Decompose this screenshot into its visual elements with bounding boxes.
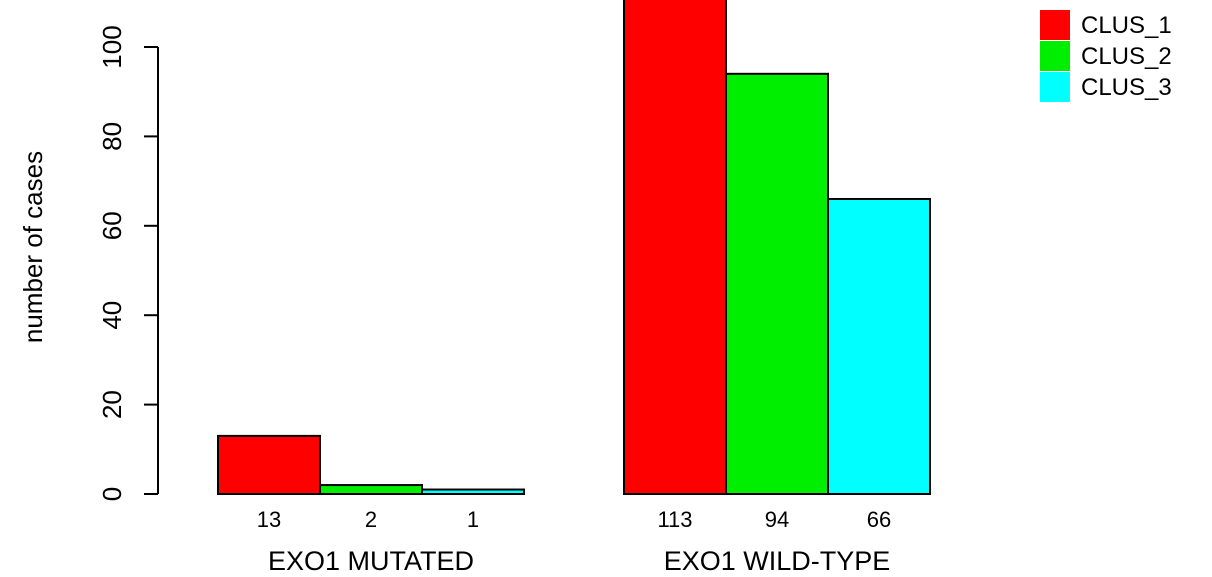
legend-label: CLUS_2: [1081, 43, 1172, 70]
bar-mutated-clus1: [217, 434, 321, 496]
bar-value-label: 1: [467, 507, 479, 532]
legend-swatch-clus2: [1040, 41, 1070, 71]
y-tick-label: 60: [97, 211, 127, 240]
y-tick-label: 40: [97, 301, 127, 330]
bar-wild-type-clus3: [827, 197, 931, 495]
bar-value-label: 113: [657, 507, 692, 532]
y-tick-label: 20: [97, 390, 127, 419]
legend-label: CLUS_1: [1081, 12, 1172, 39]
group-label: EXO1 MUTATED: [268, 546, 474, 576]
value-labels: 13 2 1 113 94 66: [257, 507, 891, 532]
bar-value-label: 94: [765, 507, 789, 532]
legend-swatch-clus1: [1040, 10, 1070, 40]
bars-layer: [217, 0, 931, 496]
legend: CLUS_1 CLUS_2 CLUS_3: [1040, 10, 1172, 102]
bar-wild-type-clus1: [623, 0, 727, 495]
legend-swatch-clus3: [1040, 72, 1070, 102]
group-labels: EXO1 MUTATED EXO1 WILD-TYPE: [268, 546, 890, 576]
y-tick-label: 0: [97, 487, 127, 501]
bar-wild-type-clus2: [725, 72, 829, 495]
bar-mutated-clus3: [421, 488, 525, 495]
y-tick-label: 80: [97, 122, 127, 151]
bar-value-label: 66: [867, 507, 891, 532]
y-axis-label: number of cases: [18, 151, 48, 343]
bar-value-label: 2: [365, 507, 377, 532]
y-tick-label: 100: [97, 25, 127, 68]
bar-mutated-clus2: [319, 484, 423, 495]
y-axis: 0 20 40 60 80 100: [97, 25, 159, 501]
group-label: EXO1 WILD-TYPE: [664, 546, 891, 576]
legend-label: CLUS_3: [1081, 74, 1172, 101]
y-ticks: 0 20 40 60 80 100: [97, 25, 158, 501]
bar-value-label: 13: [257, 507, 281, 532]
